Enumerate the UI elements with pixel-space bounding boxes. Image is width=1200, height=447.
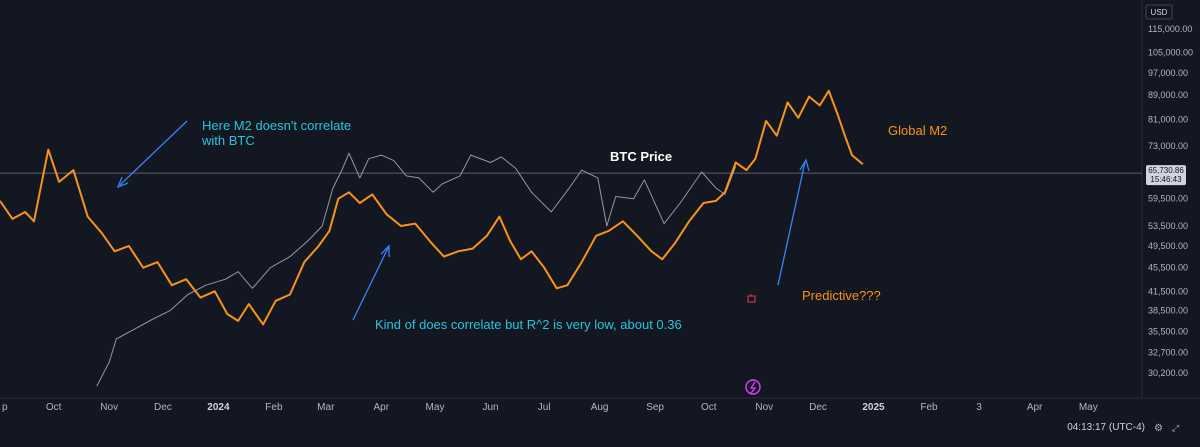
y-tick-label: 105,000.00 [1148,48,1193,58]
x-tick-label: Feb [265,402,283,413]
expand-arrows-icon[interactable]: ⤢ [1171,423,1179,433]
arrow-kind-of-correlate [352,247,389,321]
annotation-kind-of-correlate: Kind of does correlate but R^2 is very l… [375,317,682,332]
x-tick-label: Apr [1027,402,1043,413]
settings-gear-icon[interactable]: ⚙ [1154,423,1163,434]
price-axis[interactable]: 115,000.00 105,000.00 97,000.00 89,000.00 81… [1148,24,1193,378]
x-tick-label: Dec [154,402,172,413]
x-tick-label: Dec [809,402,827,413]
x-tick-label: 2024 [207,402,230,413]
annotation-m2-no-correlate: Here M2 doesn't correlate with BTC [201,118,355,148]
x-tick-label: Nov [100,402,118,413]
annotation-global-m2: Global M2 [888,123,947,138]
y-tick-label: 73,000.00 [1148,141,1188,151]
y-tick-label: 115,000.00 [1148,24,1192,34]
currency-label: USD [1151,8,1168,17]
btc-price-line [96,152,737,387]
arrow-predictive [777,161,806,286]
x-tick-label: May [426,402,445,413]
lightning-icon[interactable] [745,379,761,395]
btc-price-series [96,152,737,387]
y-tick-label: 41,500.00 [1148,286,1188,296]
y-tick-label: 89,000.00 [1148,90,1188,100]
y-tick-label: 97,000.00 [1148,68,1188,78]
x-tick-label: Nov [755,402,773,413]
x-tick-label: Aug [591,402,609,413]
y-tick-label: 38,500.00 [1148,306,1188,316]
annotation-arrows [116,120,810,321]
x-tick-label: p [2,402,8,413]
currency-button[interactable]: USD [1145,4,1173,20]
x-tick-label: Feb [920,402,938,413]
event-marker-icon[interactable] [747,294,756,303]
y-tick-label: 32,700.00 [1148,348,1188,358]
price-tag: 65,730.86 15:46:43 [1146,165,1186,186]
x-tick-label: Jul [538,402,551,413]
y-tick-label: 53,500.00 [1148,221,1188,231]
x-tick-label: Jun [482,402,498,413]
time-axis[interactable]: p Oct Nov Dec 2024 Feb Mar Apr May Jun Jul Aug Sep Oc… [2,402,1098,413]
x-tick-label: Apr [374,402,390,413]
global-m2-series [0,89,864,326]
y-tick-label: 49,500.00 [1148,241,1188,251]
x-tick-label: 2025 [862,402,885,413]
annotation-predictive: Predictive??? [802,288,881,303]
x-tick-label: Oct [46,402,62,413]
y-tick-label: 81,000.00 [1148,114,1188,124]
y-tick-label: 35,500.00 [1148,327,1188,337]
y-tick-label: 30,200.00 [1148,368,1188,378]
x-tick-label: Oct [701,402,717,413]
global-m2-line [0,89,864,326]
price-tag-countdown: 15:46:43 [1150,175,1182,184]
time-clock[interactable]: 04:13:17 (UTC-4) [1067,422,1145,433]
price-tag-value: 65,730.86 [1148,166,1184,175]
y-tick-label: 59,500.00 [1148,194,1188,204]
arrow-m2-no-correlate [119,120,188,186]
x-tick-label: 3 [976,402,982,413]
x-tick-label: May [1079,402,1098,413]
y-tick-label: 45,500.00 [1148,263,1188,273]
x-tick-label: Sep [646,402,664,413]
x-tick-label: Mar [317,402,335,413]
annotation-btc-price: BTC Price [610,149,672,164]
